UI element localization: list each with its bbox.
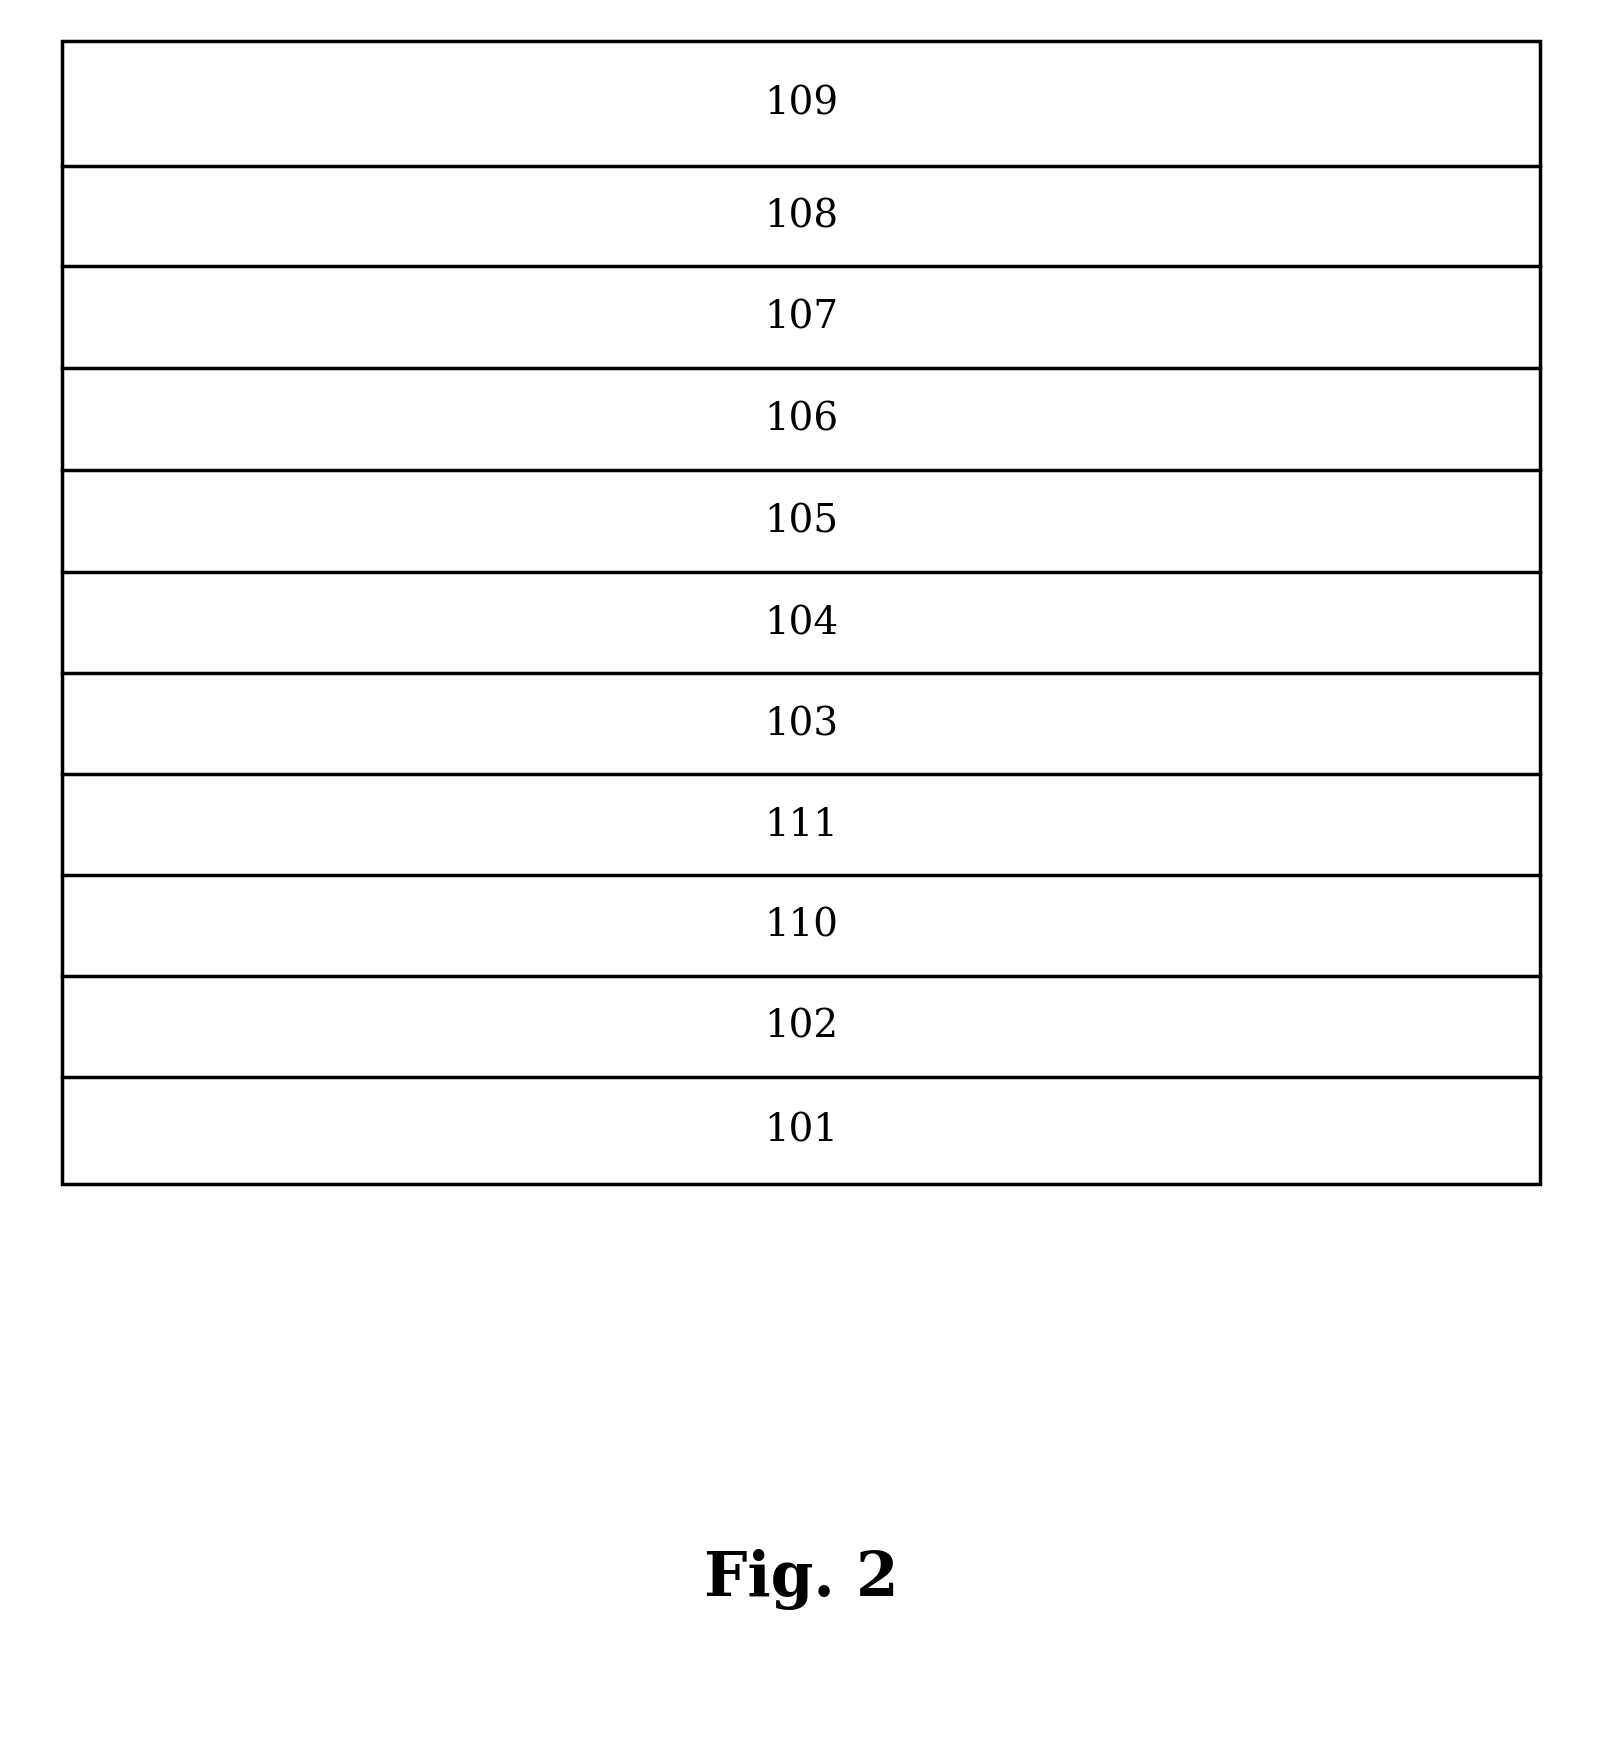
Bar	[62, 42, 1540, 1184]
Text: 106: 106	[764, 401, 838, 437]
Text: 103: 103	[764, 706, 838, 743]
Text: 111: 111	[764, 806, 838, 843]
Text: 105: 105	[764, 503, 838, 539]
Text: 109: 109	[764, 86, 838, 123]
Text: 102: 102	[764, 1009, 838, 1045]
Text: 104: 104	[764, 604, 838, 641]
Text: 101: 101	[764, 1112, 838, 1149]
Text: Fig. 2: Fig. 2	[703, 1548, 899, 1609]
Text: 107: 107	[764, 299, 838, 336]
Text: 108: 108	[764, 199, 838, 235]
Text: 110: 110	[764, 907, 838, 944]
